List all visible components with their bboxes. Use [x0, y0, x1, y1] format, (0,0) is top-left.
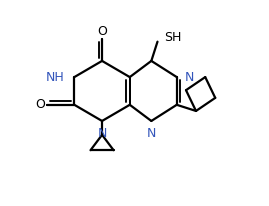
Text: NH: NH	[45, 71, 64, 84]
Text: O: O	[97, 25, 107, 38]
Text: SH: SH	[164, 31, 182, 44]
Text: N: N	[185, 71, 194, 84]
Text: O: O	[36, 98, 45, 111]
Text: N: N	[97, 127, 107, 140]
Text: N: N	[147, 127, 156, 140]
